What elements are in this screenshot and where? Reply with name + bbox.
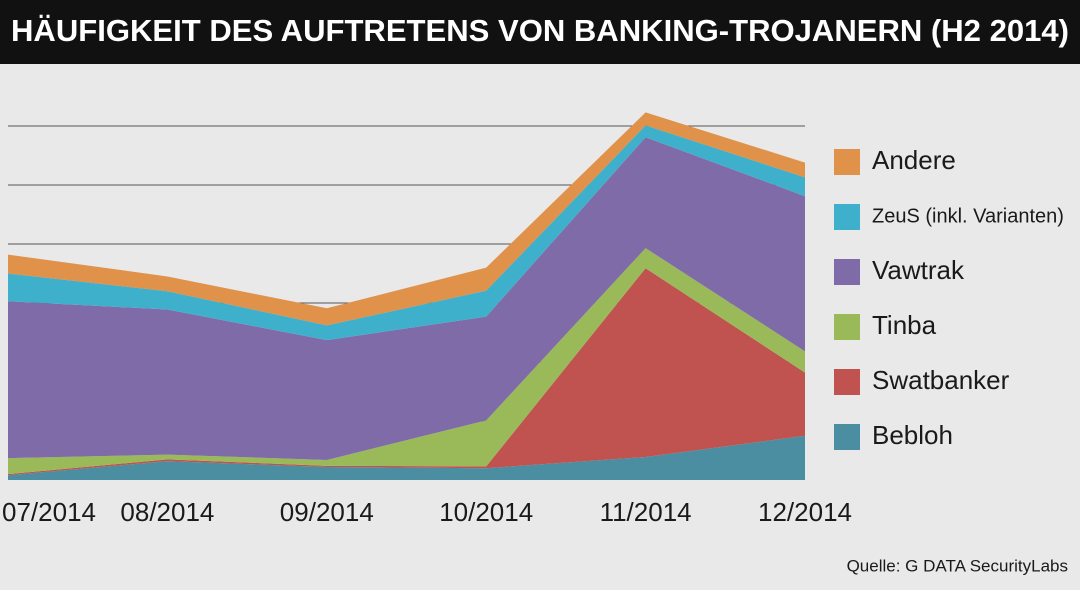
legend-label: Andere [872, 145, 956, 175]
x-tick-label: 11/2014 [600, 497, 692, 527]
area [8, 268, 805, 476]
x-tick-label: 09/2014 [280, 497, 374, 527]
x-tick-label: 10/2014 [439, 497, 533, 527]
legend-swatch [834, 149, 860, 175]
legend-swatch [834, 204, 860, 230]
legend-swatch [834, 314, 860, 340]
area [8, 112, 805, 326]
area [8, 248, 805, 475]
title-bar [0, 0, 1080, 64]
legend-swatch [834, 424, 860, 450]
legend-label: Vawtrak [872, 255, 965, 285]
legend-label: Bebloh [872, 420, 953, 450]
legend-label: Tinba [872, 310, 937, 340]
legend-label: Swatbanker [872, 365, 1010, 395]
x-tick-label: 12/2014 [758, 497, 852, 527]
x-tick-label: 08/2014 [120, 497, 214, 527]
legend-swatch [834, 259, 860, 285]
source-note: Quelle: G DATA SecurityLabs [847, 556, 1068, 575]
legend-label: ZeuS (inkl. Varianten) [872, 205, 1064, 227]
area [8, 435, 805, 480]
chart-title: HÄUFIGKEIT DES AUFTRETENS VON BANKING-TR… [11, 13, 1069, 48]
x-tick-label: 07/2014 [2, 497, 96, 527]
legend-swatch [834, 369, 860, 395]
area [8, 137, 805, 460]
area [8, 125, 805, 341]
